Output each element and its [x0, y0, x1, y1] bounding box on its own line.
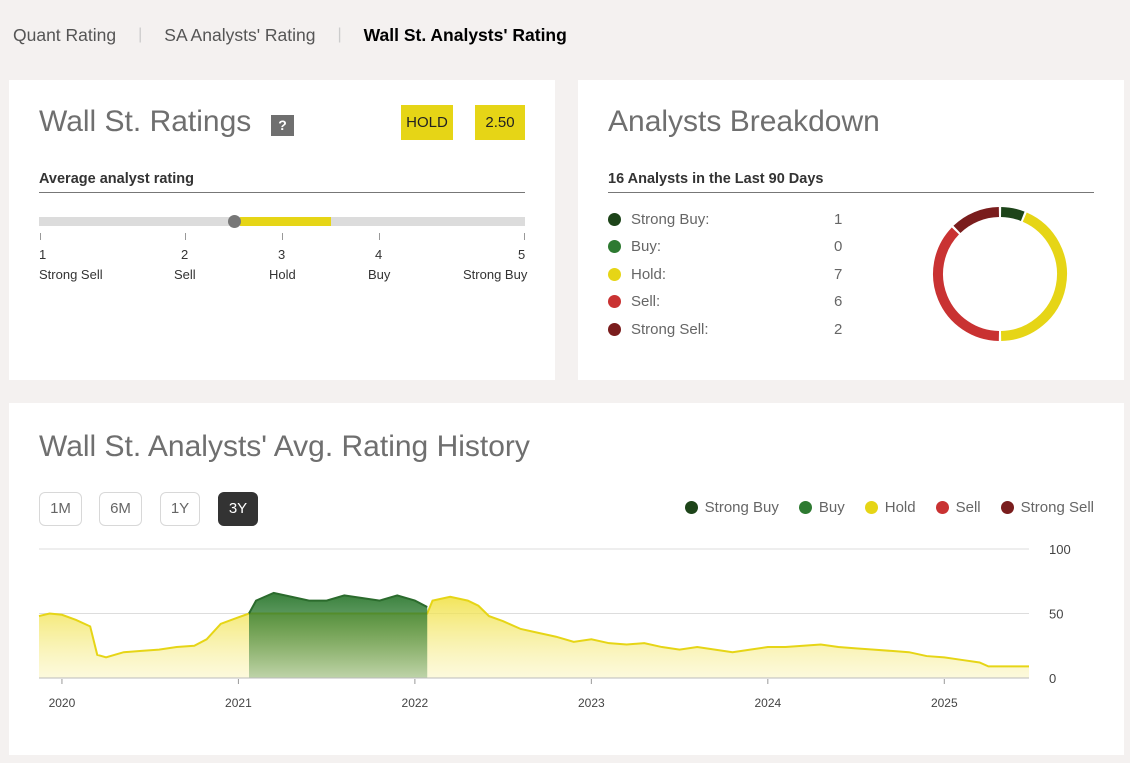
- breakdown-row-buy: Buy:: [608, 236, 661, 256]
- wall-st-ratings-title: Wall St. Ratings: [39, 105, 252, 138]
- breakdown-count: 2: [834, 321, 843, 338]
- area-hold: [39, 596, 1029, 678]
- rating-scale-fill: [240, 217, 331, 226]
- hold-dot-icon: [864, 501, 878, 514]
- legend-label: Hold: [884, 499, 916, 516]
- donut-slice-sell: [933, 227, 1000, 341]
- scale-tick: [185, 233, 186, 240]
- donut-slice-hold: [1000, 212, 1067, 341]
- strong-sell-dot-icon: [1000, 501, 1014, 514]
- breakdown-count: 0: [834, 238, 843, 255]
- wall-st-ratings-card: Wall St. Ratings ? HOLD 2.50 Average ana…: [9, 80, 555, 380]
- legend-item-strong-buy[interactable]: Strong Buy: [684, 499, 779, 516]
- line-hold: [38, 595, 1029, 668]
- legend-item-hold[interactable]: Hold: [864, 499, 916, 516]
- tab-quant-rating[interactable]: Quant Rating: [13, 24, 117, 45]
- breakdown-row-hold: Hold:: [608, 264, 666, 284]
- strong-buy-dot-icon: [684, 501, 698, 514]
- x-tick-label: 2024: [754, 696, 781, 710]
- area-buy: [249, 592, 428, 678]
- range-button-3y[interactable]: 3Y: [218, 492, 258, 526]
- buy-dot-icon: [608, 239, 621, 253]
- range-button-1m[interactable]: 1M: [39, 492, 82, 526]
- x-tick-label: 2022: [402, 696, 429, 710]
- buy-dot-icon: [798, 501, 812, 514]
- donut-slice-strong-buy: [1000, 207, 1025, 222]
- scale-label: Sell: [174, 267, 196, 282]
- analysts-breakdown-title: Analysts Breakdown: [608, 105, 880, 138]
- range-button-1y[interactable]: 1Y: [160, 492, 200, 526]
- average-rating-heading: Average analyst rating: [39, 171, 525, 193]
- tab-sa-analysts-rating[interactable]: SA Analysts' Rating: [164, 24, 316, 45]
- scale-tick: [379, 233, 380, 240]
- tab-wall-st-analysts-rating[interactable]: Wall St. Analysts' Rating: [363, 24, 567, 45]
- x-tick-label: 2020: [49, 696, 76, 710]
- sell-dot-icon: [935, 501, 949, 514]
- scale-number: 5: [518, 247, 526, 262]
- breakdown-label: Strong Sell:: [631, 320, 709, 338]
- analysts-count-heading: 16 Analysts in the Last 90 Days: [608, 171, 1094, 193]
- hold-dot-icon: [608, 267, 621, 281]
- scale-label: Buy: [368, 267, 391, 282]
- donut-slice-strong-sell: [953, 207, 1000, 234]
- rating-scale-track: [39, 215, 525, 228]
- legend-label: Strong Buy: [704, 499, 779, 516]
- y-tick-label: 50: [1049, 607, 1063, 622]
- y-tick-label: 0: [1049, 671, 1056, 686]
- scale-label: Strong Sell: [39, 267, 103, 282]
- scale-number: 2: [181, 247, 189, 262]
- analysts-breakdown-card: Analysts Breakdown 16 Analysts in the La…: [578, 80, 1124, 380]
- legend-label: Sell: [955, 499, 981, 516]
- breakdown-count: 6: [834, 293, 843, 310]
- sell-dot-icon: [608, 294, 621, 308]
- rating-history-card: Wall St. Analysts' Avg. Rating History 1…: [9, 403, 1124, 755]
- tab-divider: |: [337, 26, 342, 43]
- scale-tick: [524, 233, 525, 240]
- x-tick-label: 2023: [578, 696, 605, 710]
- x-tick-label: 2021: [225, 696, 252, 710]
- help-icon[interactable]: ?: [271, 115, 294, 136]
- x-tick-label: 2025: [931, 696, 958, 710]
- scale-number: 4: [375, 247, 383, 262]
- line-buy: [248, 591, 428, 614]
- rating-scale-marker: [228, 215, 241, 228]
- breakdown-label: Strong Buy:: [631, 210, 710, 228]
- breakdown-label: Buy:: [631, 237, 662, 255]
- breakdown-row-strong-buy: Strong Buy:: [608, 209, 709, 229]
- scale-label: Hold: [269, 267, 296, 282]
- tab-divider: |: [138, 26, 143, 43]
- breakdown-label: Sell:: [631, 292, 661, 310]
- rating-history-chart: 100 50 0 2020 2021 2022 2023 2024 2025: [38, 542, 1071, 710]
- scale-label: Strong Buy: [463, 267, 528, 282]
- rating-tabs: Quant Rating | SA Analysts' Rating | Wal…: [13, 24, 567, 46]
- analysts-donut-chart: [933, 207, 1067, 341]
- range-button-6m[interactable]: 6M: [99, 492, 142, 526]
- legend-label: Buy: [818, 499, 845, 516]
- breakdown-label: Hold:: [631, 265, 667, 283]
- scale-number: 3: [278, 247, 286, 262]
- strong-buy-dot-icon: [608, 212, 621, 226]
- legend-item-sell[interactable]: Sell: [935, 499, 981, 516]
- breakdown-row-strong-sell: Strong Sell:: [608, 319, 709, 339]
- legend-item-buy[interactable]: Buy: [798, 499, 845, 516]
- rating-history-title: Wall St. Analysts' Avg. Rating History: [39, 430, 530, 463]
- history-legend: Strong Buy Buy Hold Sell Strong Sell: [665, 499, 1094, 516]
- strong-sell-dot-icon: [608, 322, 621, 336]
- legend-item-strong-sell[interactable]: Strong Sell: [1000, 499, 1094, 516]
- rating-score-badge: 2.50: [475, 105, 525, 140]
- scale-tick: [40, 233, 41, 240]
- legend-label: Strong Sell: [1020, 499, 1094, 516]
- breakdown-count: 1: [834, 211, 843, 228]
- breakdown-count: 7: [834, 266, 843, 283]
- rating-badge: HOLD: [401, 105, 453, 140]
- breakdown-row-sell: Sell:: [608, 291, 660, 311]
- scale-number: 1: [39, 247, 47, 262]
- scale-tick: [282, 233, 283, 240]
- y-tick-label: 100: [1049, 542, 1071, 557]
